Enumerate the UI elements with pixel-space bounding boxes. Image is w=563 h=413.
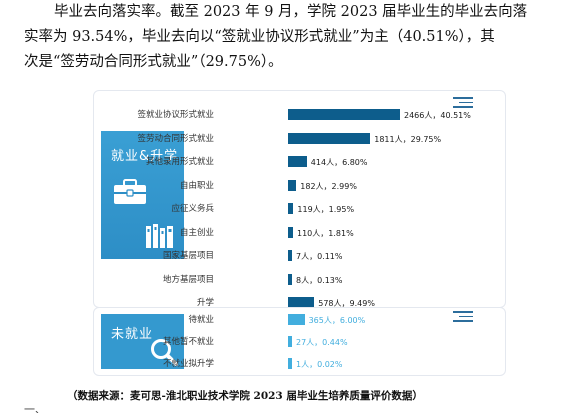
category-label: 自由职业 <box>179 180 214 191</box>
next-section-heading-cropped: 一、 <box>24 406 46 413</box>
category-label: 地方基层项目 <box>162 274 214 285</box>
header-lines-decoration <box>453 311 473 322</box>
category-label: 不就业拟升学 <box>162 359 214 369</box>
data-source-note: （数据来源：麦可思-淮北职业技术学院 2023 届毕业生培养质量评价数据） <box>67 390 423 402</box>
employed-title: 就业&升学 <box>111 149 179 164</box>
data-label: 578人，9.49% <box>318 299 375 308</box>
bar <box>288 109 400 120</box>
bar <box>288 179 297 191</box>
bar <box>288 297 315 308</box>
bar <box>288 156 307 167</box>
bar <box>288 314 305 325</box>
category-label: 其他暂不就业 <box>162 337 214 347</box>
category-label: 升学 <box>196 298 214 308</box>
category-label: 签劳动合同形式就业 <box>137 133 214 144</box>
data-label: 110人，1.81% <box>296 228 354 238</box>
bar <box>288 336 292 347</box>
paragraph-line-2: 实率为 93.54%，毕业去向以“签就业协议形式就业”为主（40.51%），其 <box>24 29 495 45</box>
category-label: 签就业协议形式就业 <box>137 110 214 120</box>
data-label: 182人，2.99% <box>300 181 357 191</box>
data-label: 119人，1.95% <box>297 205 355 214</box>
data-label: 1811人，29.75% <box>374 134 442 144</box>
magnifier-icon <box>151 339 178 366</box>
category-label: 自主创业 <box>179 227 214 238</box>
data-label: 27人，0.44% <box>296 338 348 347</box>
bar <box>288 250 292 261</box>
bar <box>288 132 371 144</box>
paragraph-line-1: 毕业去向落实率。截至 2023 年 9 月，学院 2023 届毕业生的毕业去向落 <box>54 4 528 20</box>
paragraph-line-3: 次是“签劳动合同形式就业”（29.75%）。 <box>24 54 283 70</box>
data-label: 1人，0.02% <box>296 360 343 369</box>
bar <box>288 226 293 238</box>
briefcase-icon <box>114 179 146 204</box>
data-label: 7人，0.11% <box>296 252 343 261</box>
category-label: 应征义务兵 <box>171 204 214 214</box>
category-label: 国家基层项目 <box>162 251 214 261</box>
category-label: 其他录用形式就业 <box>145 157 214 167</box>
bar <box>288 358 292 369</box>
data-label: 2466人，40.51% <box>404 111 471 120</box>
header-lines-decoration <box>453 97 473 108</box>
intro-paragraph: 毕业去向落实率。截至 2023 年 9 月，学院 2023 届毕业生的毕业去向落… <box>24 0 544 75</box>
data-label: 414人，6.80% <box>310 158 368 167</box>
data-label: 365人，6.00% <box>308 316 366 325</box>
employed-chart-panel: 就业&升学 签就业协议形式就业 2466人，40.51% 签劳动合同形式就业 1811… <box>93 90 506 308</box>
bar <box>288 203 294 214</box>
unemployed-side-block: 未就业 <box>101 314 184 369</box>
category-label: 待就业 <box>188 315 214 325</box>
unemployed-chart-panel: 未就业 待就业 365人，6.00% 其他暂不就业 27人，0.44% 不就业拟升学 1人… <box>93 307 506 376</box>
books-icon <box>146 224 173 248</box>
bar <box>288 273 292 285</box>
unemployed-title: 未就业 <box>111 327 154 342</box>
data-label: 8人，0.13% <box>296 275 343 285</box>
employed-side-block: 就业&升学 <box>101 131 184 259</box>
